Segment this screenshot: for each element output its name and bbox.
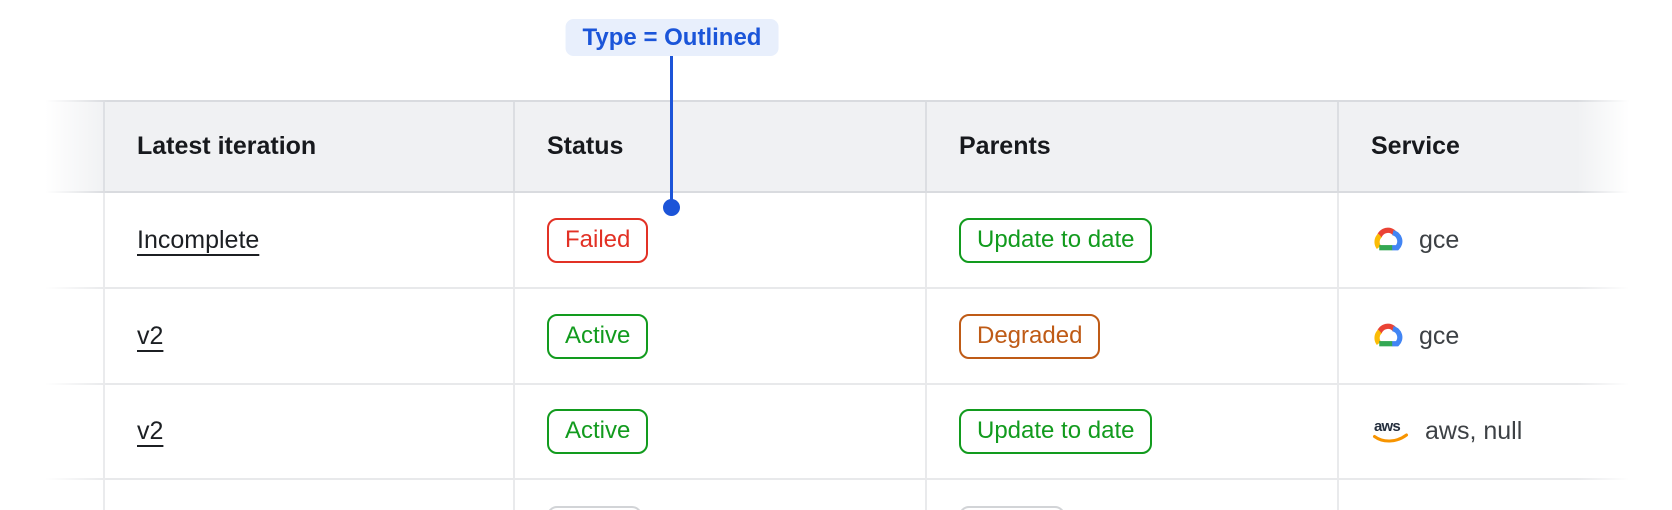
service-cell: gce (1337, 289, 1672, 383)
annotation-pill: Type = Outlined (565, 19, 779, 56)
latest-iteration-cell (103, 480, 513, 510)
status-cell: Failed (513, 193, 925, 287)
header-service: Service (1337, 102, 1672, 191)
service-cell: gce (1337, 193, 1672, 287)
annotation-pointer-line (670, 56, 673, 201)
status-cell (513, 480, 925, 510)
parents-badge: Update to date (959, 409, 1153, 454)
partial-parents-badge (959, 506, 1065, 510)
table-header-row: Latest iteration Status Parents Service (45, 100, 1672, 193)
parents-cell: Degraded (925, 289, 1337, 383)
service-cell: aws aws, null (1337, 385, 1672, 478)
status-cell: Active (513, 289, 925, 383)
row-selector-cell (45, 480, 103, 510)
row-selector-cell (45, 289, 103, 383)
status-badge: Failed (547, 217, 649, 263)
parents-cell: Update to date (925, 193, 1337, 287)
service-label: aws, null (1425, 417, 1523, 445)
parents-badge: Update to date (959, 217, 1153, 263)
service-cell (1337, 480, 1672, 510)
row-selector-cell (45, 385, 103, 478)
header-row-selector (45, 102, 103, 191)
table-row-partial (45, 480, 1672, 510)
annotation-pointer-dot (663, 199, 680, 216)
google-cloud-icon (1374, 323, 1403, 347)
row-selector-cell (45, 193, 103, 287)
header-latest-iteration: Latest iteration (103, 102, 513, 191)
partial-status-badge (547, 506, 642, 510)
header-status: Status (513, 102, 925, 191)
status-cell: Active (513, 385, 925, 478)
google-cloud-icon (1374, 227, 1403, 251)
svg-text:aws: aws (1374, 418, 1400, 435)
parents-cell (925, 480, 1337, 510)
table-row: v2 Active Update to date aws aws, null (45, 385, 1672, 480)
status-badge: Active (547, 313, 649, 359)
aws-icon: aws (1373, 418, 1408, 443)
service-label: gce (1419, 321, 1460, 350)
iteration-link[interactable]: Incomplete (137, 225, 260, 254)
latest-iteration-cell: v2 (103, 289, 513, 383)
service-label: gce (1419, 225, 1460, 254)
iteration-link[interactable]: v2 (137, 321, 164, 350)
parents-cell: Update to date (925, 385, 1337, 478)
latest-iteration-cell: v2 (103, 385, 513, 478)
table-row: v2 Active Degraded gce (45, 289, 1672, 385)
parents-badge: Degraded (959, 313, 1101, 359)
header-parents: Parents (925, 102, 1337, 191)
iteration-link[interactable]: v2 (137, 417, 164, 445)
status-badge: Active (547, 409, 649, 454)
iterations-table: Latest iteration Status Parents Service … (45, 100, 1672, 510)
latest-iteration-cell: Incomplete (103, 193, 513, 287)
table-row: Incomplete Failed Update to date gce (45, 193, 1672, 289)
